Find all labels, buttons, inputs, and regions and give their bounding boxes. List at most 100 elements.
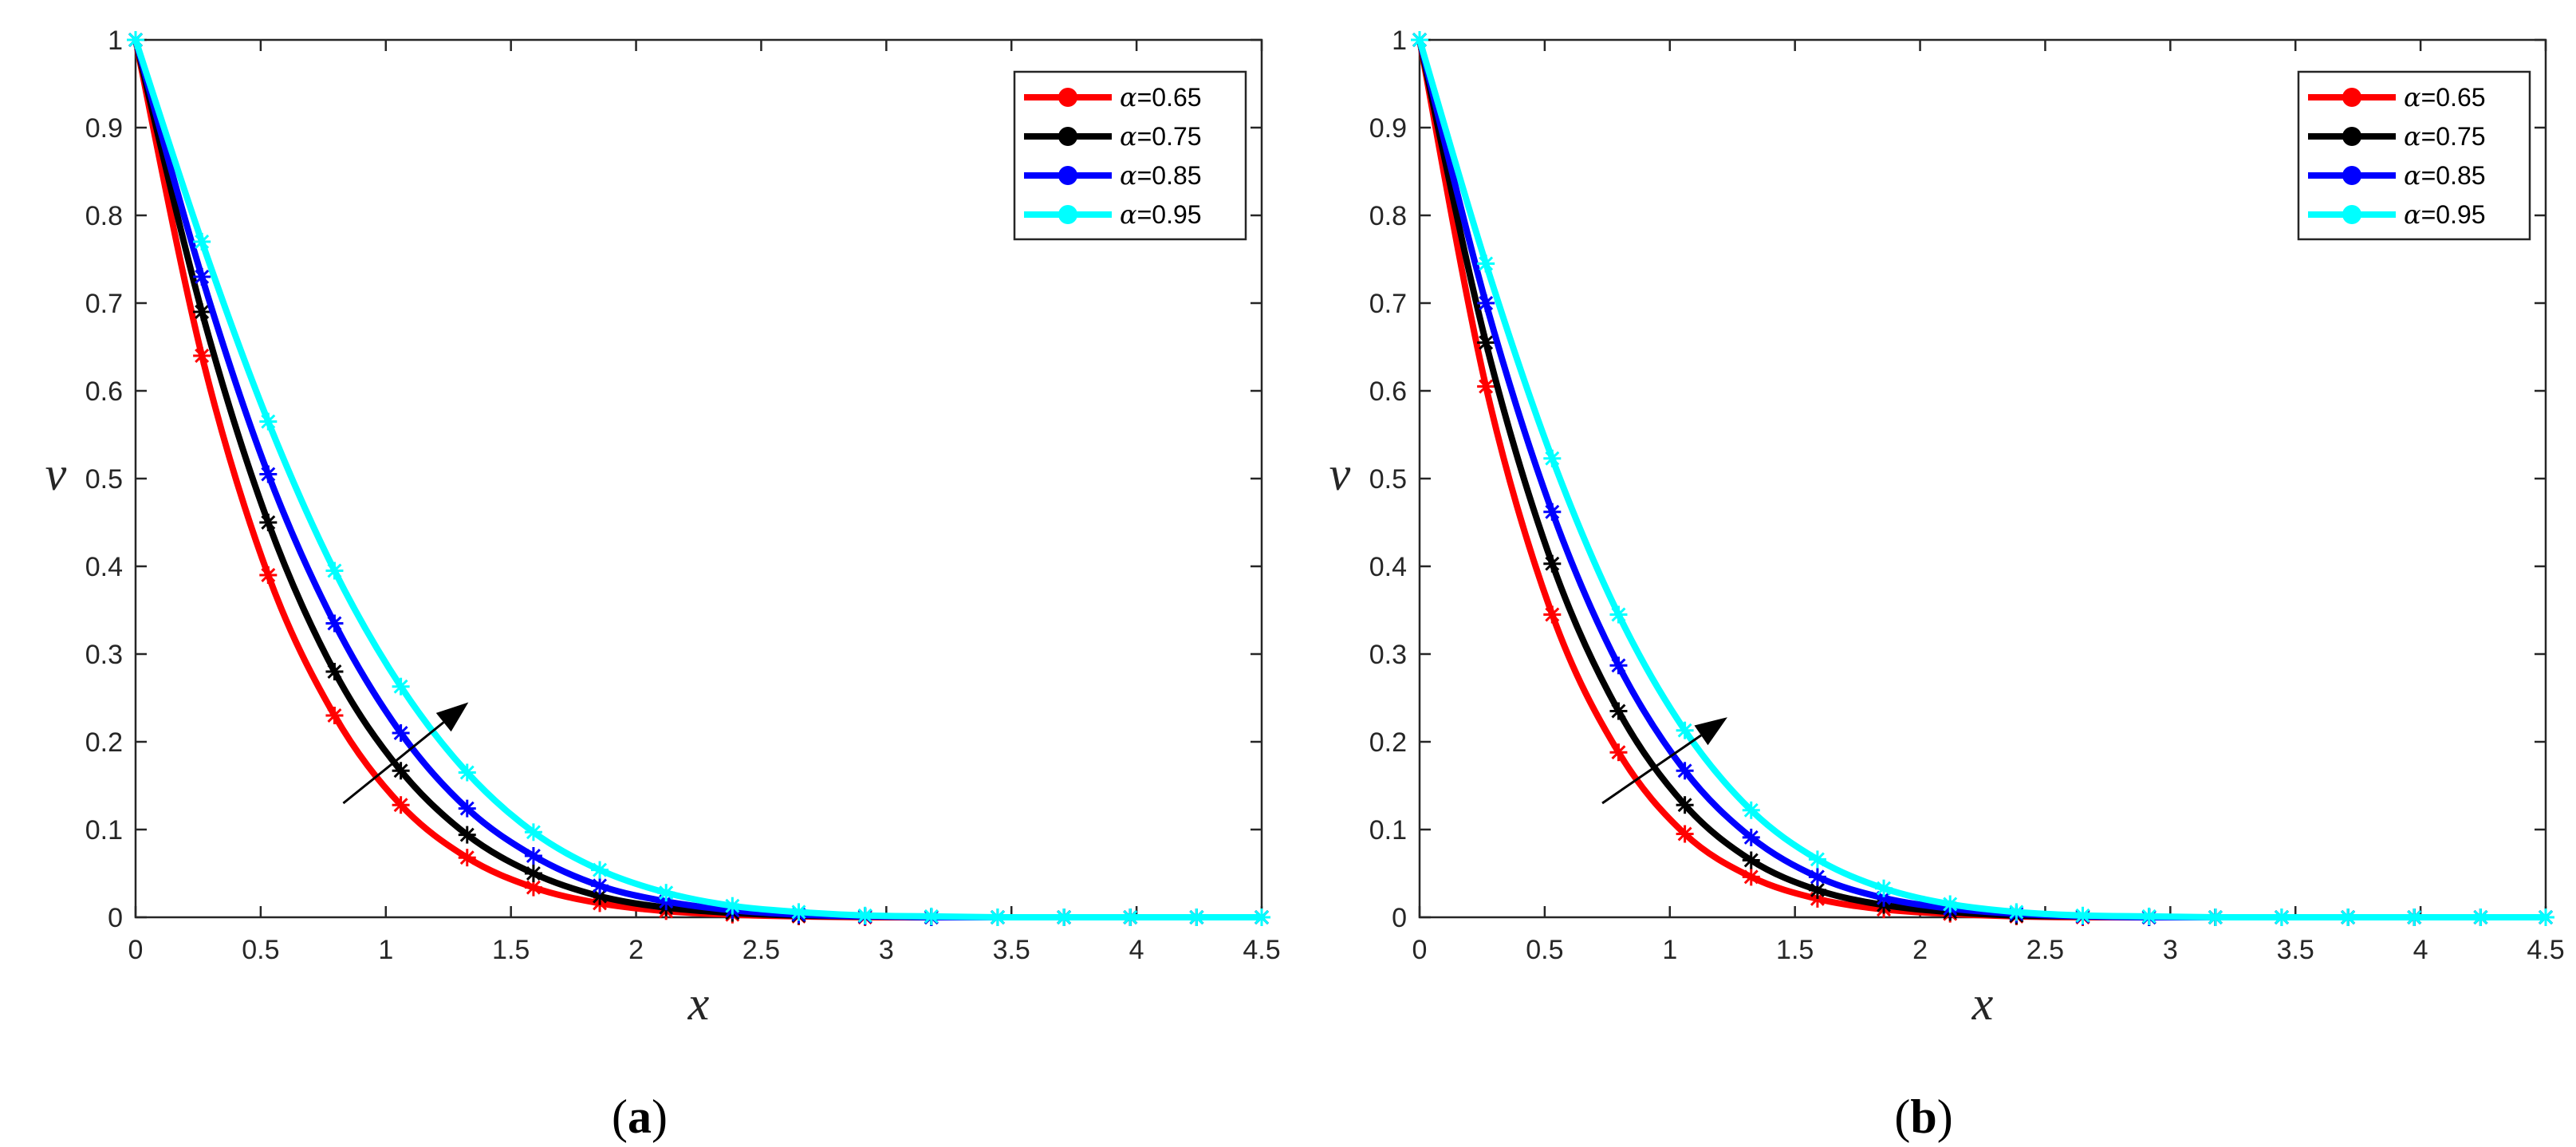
chart-b-data-point xyxy=(1477,377,1495,396)
chart-a-data-point xyxy=(259,514,278,531)
chart-b-legend-label: α=0.75 xyxy=(2404,121,2486,152)
chart-a-legend-item: α=0.75 xyxy=(1024,121,1202,152)
chart-a-data-point xyxy=(524,865,542,882)
chart-b-data-point xyxy=(1676,721,1694,739)
chart-a-data-point xyxy=(657,884,676,902)
chart-b-x-tick-label: 0 xyxy=(1412,935,1428,965)
chart-a-x-tick-label: 0 xyxy=(128,935,144,965)
chart-b-data-point xyxy=(1477,294,1495,312)
chart-a-x-tick-label: 4.5 xyxy=(1243,935,1280,965)
chart-a-data-point xyxy=(392,762,410,780)
chart-b-data-point xyxy=(1742,851,1760,869)
chart-b-legend-item: α=0.95 xyxy=(2308,199,2486,230)
chart-a-data-point xyxy=(259,412,278,431)
chart-b-data-point xyxy=(2537,909,2554,926)
chart-a-legend-item: α=0.85 xyxy=(1024,160,1202,191)
chart-b-data-point xyxy=(2140,907,2158,925)
chart-b-legend-item: α=0.65 xyxy=(2308,82,2486,112)
chart-a-data-point xyxy=(325,614,344,633)
chart-b-x-tick-label: 0.5 xyxy=(1526,935,1563,965)
chart-b-data-point xyxy=(1543,449,1562,467)
chart-a-data-point xyxy=(458,763,476,782)
chart-b-data-point xyxy=(1609,656,1628,675)
chart-b-legend-label: α=0.95 xyxy=(2404,199,2486,230)
chart-b-data-point xyxy=(1875,879,1893,897)
chart-b-data-point xyxy=(1742,828,1760,846)
chart-a-data-point xyxy=(1055,909,1073,926)
chart-a-data-point xyxy=(591,877,609,895)
chart-b-trend-arrow xyxy=(1601,717,1727,805)
chart-b-legend: α=0.65 α=0.75 α=0.85 α=0.95 xyxy=(2297,70,2531,241)
chart-b-data-point xyxy=(1477,254,1495,273)
chart-a-data-point xyxy=(259,566,278,584)
chart-b-x-tick-label: 1 xyxy=(1662,935,1677,965)
chart-a-y-tick-label: 0.7 xyxy=(85,289,123,319)
chart-b-data-point xyxy=(1676,762,1694,780)
chart-b-data-point xyxy=(1808,868,1826,886)
chart-a-data-point xyxy=(458,799,476,818)
chart-a-y-tick-label: 0.5 xyxy=(85,464,123,495)
chart-b-x-axis-label: x xyxy=(1971,977,1994,1030)
chart-a-data-point xyxy=(723,897,742,915)
chart-b-data-point xyxy=(1543,503,1562,521)
chart-a-trend-arrow xyxy=(342,702,469,805)
chart-a-y-tick-label: 0.1 xyxy=(85,815,123,845)
chart-a-x-tick-label: 1 xyxy=(378,935,393,965)
chart-b-data-point xyxy=(2007,903,2026,921)
chart-a-data-point xyxy=(591,861,609,879)
chart-b-data-point xyxy=(2272,909,2290,926)
chart-a-data-point xyxy=(392,677,410,696)
chart-b-y-tick-label: 0.5 xyxy=(1369,464,1407,495)
chart-b-y-tick-label: 0.3 xyxy=(1369,640,1407,670)
chart-a-y-tick-label: 0.9 xyxy=(85,113,123,144)
chart-b-caption: (b) xyxy=(1894,1090,1952,1143)
chart-b-legend-label: α=0.65 xyxy=(2404,82,2486,112)
chart-b-data-point xyxy=(1411,31,1428,49)
chart-a-legend-item: α=0.95 xyxy=(1024,199,1202,230)
chart-b-y-tick-label: 0.6 xyxy=(1369,376,1407,407)
chart-a: 0 0.5 1 1.5 2 2.5 3 3.5 4 4.5 0 0.1 0.2 0.3 0.4 0.5 0.6 0… xyxy=(45,26,1281,1143)
chart-a-data-point xyxy=(325,663,344,680)
chart-b-data-point xyxy=(1941,895,1960,913)
chart-a-legend: α=0.65 α=0.75 α=0.85 α=0.95 xyxy=(1013,70,1247,241)
chart-b-x-tick-label: 2.5 xyxy=(2027,935,2064,965)
chart-b-y-tick-label: 0.9 xyxy=(1369,113,1407,144)
chart-a-legend-label: α=0.75 xyxy=(1120,121,1202,152)
chart-a-y-axis-label: v xyxy=(45,447,67,500)
chart-b-data-point xyxy=(1609,702,1628,720)
chart-b-data-point xyxy=(2339,909,2357,926)
chart-a-caption: (a) xyxy=(612,1090,668,1143)
chart-a-data-point xyxy=(524,847,542,865)
chart-b-data-point xyxy=(2206,909,2224,926)
chart-b-x-tick-label: 3.5 xyxy=(2277,935,2314,965)
chart-b-x-tick-label: 4 xyxy=(2413,935,2428,965)
chart-a-data-point xyxy=(790,903,808,921)
chart-a-data-point xyxy=(193,303,211,321)
chart-a-x-tick-label: 1.5 xyxy=(492,935,530,965)
chart-a-y-tick-label: 0.6 xyxy=(85,376,123,407)
chart-a-data-point xyxy=(856,906,874,924)
chart-b-x-tick-label: 2 xyxy=(1912,935,1928,965)
chart-b-legend-item: α=0.75 xyxy=(2308,121,2486,152)
chart-b-y-axis-label: v xyxy=(1329,447,1351,500)
chart-b-y-tick-label: 0.7 xyxy=(1369,289,1407,319)
chart-a-data-point xyxy=(193,233,211,250)
chart-b-x-tick-label: 3 xyxy=(2163,935,2178,965)
chart-a-data-point xyxy=(325,707,344,724)
chart-a-data-point xyxy=(193,268,211,286)
chart-b-x-tick-label: 4.5 xyxy=(2527,935,2564,965)
chart-a-x-tick-label: 3.5 xyxy=(993,935,1030,965)
chart-a-data-point xyxy=(392,724,410,742)
chart-a-y-tick-label: 1 xyxy=(108,26,123,56)
chart-a-data-point xyxy=(1121,909,1140,926)
chart-b-data-point xyxy=(1543,605,1562,624)
chart-a-x-tick-label: 3 xyxy=(879,935,894,965)
chart-b-data-point xyxy=(1609,743,1628,762)
chart-b-data-point xyxy=(2074,906,2092,924)
chart-a-legend-label: α=0.65 xyxy=(1120,82,1202,112)
chart-b-data-point xyxy=(1543,554,1562,573)
chart-a-y-tick-label: 0.8 xyxy=(85,201,123,231)
chart-a-data-point xyxy=(259,465,278,483)
chart-b-y-tick-label: 1 xyxy=(1392,26,1407,56)
